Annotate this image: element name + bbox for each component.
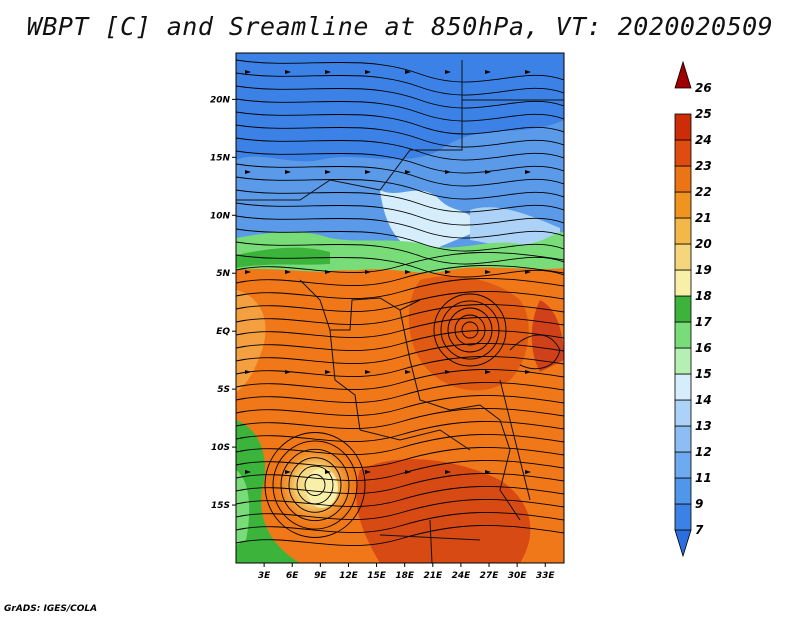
colorbar-label: 21 [695, 211, 712, 225]
lon-tick-label: 12E [339, 571, 359, 581]
colorbar-label: 24 [695, 133, 712, 147]
colorbar-swatch [674, 217, 692, 245]
colorbar-swatch [674, 165, 692, 193]
colorbar: 7 9 11 12 13 14 15 16 17 18 19 20 21 22 23 24 25 26 [674, 60, 712, 558]
lat-tick-label: 20N [210, 95, 231, 105]
colorbar-label: 13 [695, 419, 712, 433]
map-frame [235, 52, 565, 564]
colorbar-swatch [674, 139, 692, 167]
lat-tick-label: 10S [211, 443, 230, 453]
lat-tick-label: 15S [211, 501, 230, 511]
colorbar-label: 20 [695, 237, 712, 251]
latitude-axis: 20N 15N 10N 5N EQ 5S 10S 15S [210, 95, 236, 511]
colorbar-swatch [674, 451, 692, 479]
colorbar-label: 17 [695, 315, 712, 329]
lat-tick-label: 5N [216, 269, 230, 279]
colorbar-label: 7 [695, 523, 704, 537]
colorbar-label: 16 [695, 341, 712, 355]
colorbar-swatch [674, 191, 692, 219]
colorbar-swatch [674, 477, 692, 505]
lon-tick-label: 9E [314, 571, 327, 581]
colorbar-label: 15 [695, 367, 712, 381]
colorbar-swatch [674, 503, 692, 531]
colorbar-swatch [674, 295, 692, 323]
lon-tick-label: 18E [395, 571, 415, 581]
colorbar-swatch [674, 321, 692, 349]
lon-tick-label: 6E [286, 571, 299, 581]
colorbar-swatch [674, 113, 692, 141]
lon-tick-label: 33E [536, 571, 556, 581]
lon-tick-label: 24E [452, 571, 472, 581]
streamlines [236, 59, 564, 547]
colorbar-label: 19 [695, 263, 712, 277]
country-borders [236, 60, 564, 563]
colorbar-label: 9 [695, 497, 703, 511]
longitude-axis: 3E 6E 9E 12E 15E 18E 21E 24E 27E 30E 33E [258, 563, 556, 581]
colorbar-swatch [674, 269, 692, 297]
chart-title: WBPT [C] and Sreamline at 850hPa, VT: 20… [26, 12, 774, 41]
lat-tick-label: 5S [217, 385, 230, 395]
lon-tick-label: 21E [423, 571, 443, 581]
colorbar-swatch [674, 243, 692, 271]
lat-tick-label: EQ [216, 327, 230, 337]
colorbar-swatch [674, 399, 692, 427]
colorbar-label: 25 [695, 107, 712, 121]
colorbar-min-triangle [674, 529, 692, 558]
lon-tick-label: 30E [508, 571, 528, 581]
colorbar-swatch [674, 347, 692, 375]
colorbar-max-triangle [674, 60, 692, 89]
lon-tick-label: 15E [367, 571, 387, 581]
lon-tick-label: 3E [258, 571, 271, 581]
lon-tick-label: 27E [480, 571, 500, 581]
lat-tick-label: 10N [210, 211, 231, 221]
colorbar-label: 12 [695, 445, 712, 459]
wbpt-field [236, 53, 564, 563]
colorbar-label: 18 [695, 289, 712, 303]
colorbar-swatch [674, 373, 692, 401]
colorbar-label: 26 [695, 81, 712, 95]
colorbar-label: 14 [695, 393, 712, 407]
colorbar-label: 23 [695, 159, 712, 173]
colorbar-label: 22 [695, 185, 712, 199]
colorbar-label: 11 [695, 471, 712, 485]
lat-tick-label: 15N [210, 153, 231, 163]
grads-credit: GrADS: IGES/COLA [4, 604, 98, 614]
colorbar-swatch [674, 425, 692, 453]
